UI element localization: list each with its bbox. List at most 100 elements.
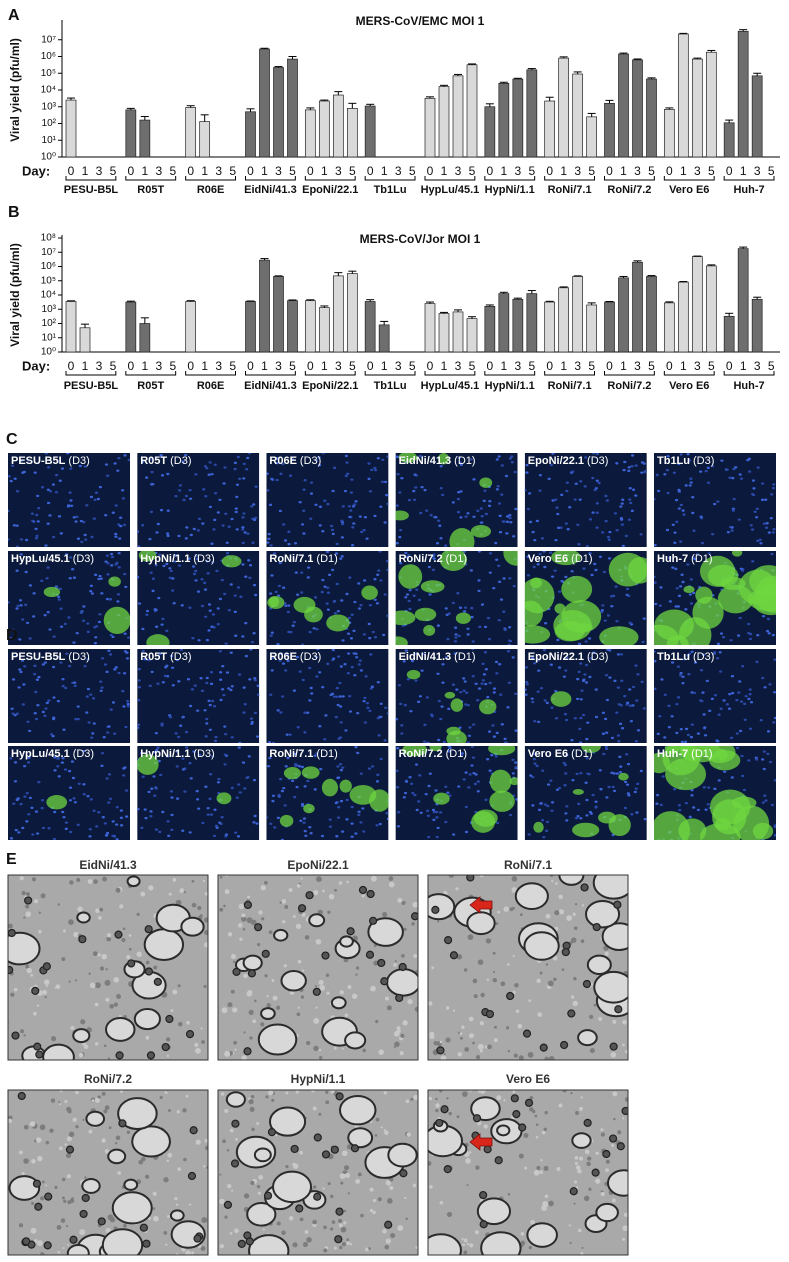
nucleus [340, 555, 344, 558]
nucleus [241, 563, 245, 566]
nucleus [471, 649, 475, 651]
nucleus [28, 796, 32, 800]
nucleus [101, 815, 105, 819]
texture [397, 1225, 404, 1232]
texture [8, 1118, 13, 1123]
nucleus [588, 552, 592, 555]
error-bar [527, 68, 536, 70]
texture [62, 1246, 65, 1250]
nucleus [441, 663, 445, 666]
nucleus [500, 723, 504, 726]
nucleus [326, 502, 330, 506]
day-label: (D3) [193, 748, 214, 760]
texture [103, 1044, 107, 1048]
nucleus [601, 604, 605, 607]
nucleus [574, 816, 579, 820]
error-bar [587, 302, 596, 305]
nucleus [418, 774, 422, 777]
virion [35, 1050, 44, 1059]
micrograph: Vero E6 (D1) [524, 551, 647, 645]
texture [84, 1176, 87, 1179]
nucleus [137, 575, 140, 579]
nucleus [15, 545, 20, 547]
nucleus [766, 730, 771, 733]
em-frame [7, 1089, 209, 1256]
day-label: (D1) [316, 553, 337, 565]
texture [413, 1094, 418, 1101]
infected-cell [581, 746, 601, 753]
nucleus [312, 627, 316, 630]
nucleus [156, 682, 160, 685]
nucleus [225, 541, 229, 544]
nucleus [225, 671, 230, 674]
nucleus [362, 579, 367, 582]
nucleus [415, 808, 419, 812]
day-label: 3 [335, 164, 342, 178]
nucleus [114, 504, 118, 507]
nucleus [31, 833, 35, 836]
nucleus [326, 662, 330, 666]
nucleus [266, 541, 270, 544]
nucleus [104, 514, 108, 517]
day-label: 3 [275, 359, 282, 373]
texture [385, 1238, 391, 1244]
nucleus [639, 769, 643, 773]
nucleus [579, 716, 583, 720]
nucleus [513, 470, 517, 474]
nucleus [673, 531, 677, 534]
nucleus [511, 758, 515, 762]
vesicle [107, 1148, 127, 1165]
texture [344, 1172, 351, 1178]
micrograph-label: Huh-7 (D1) [657, 748, 713, 760]
bar [452, 311, 464, 353]
texture [428, 1096, 433, 1101]
nucleus [107, 801, 111, 804]
nucleus [233, 461, 237, 465]
day-label: 0 [307, 164, 314, 178]
nucleus [619, 765, 623, 768]
micrograph-label: EpoNi/22.1 (D3) [528, 455, 609, 467]
virion [522, 1029, 532, 1038]
nucleus [315, 752, 319, 755]
nucleus [98, 485, 102, 489]
nucleus [283, 804, 287, 807]
nucleus [559, 526, 563, 529]
nucleus [107, 773, 112, 776]
nucleus [303, 785, 307, 788]
texture [226, 1149, 230, 1152]
nucleus [595, 479, 599, 482]
nucleus [304, 834, 308, 837]
nucleus [249, 717, 254, 720]
nucleus [196, 529, 200, 532]
nucleus [184, 453, 188, 457]
texture [38, 911, 42, 914]
nucleus [373, 598, 377, 601]
nucleus [770, 552, 774, 556]
texture [80, 1019, 86, 1025]
infected-cell [533, 821, 544, 833]
nucleus [417, 700, 421, 704]
texture [177, 1167, 182, 1172]
nucleus [589, 656, 593, 660]
micrograph-label: PESU-B5L (D3) [11, 651, 90, 663]
virion [436, 1046, 445, 1055]
nucleus [600, 609, 604, 612]
nucleus [303, 711, 307, 714]
bar [677, 33, 689, 158]
nucleus [563, 712, 568, 716]
category-label: Huh-7 [733, 184, 764, 196]
day-label: 3 [215, 164, 222, 178]
error-bar [186, 105, 195, 108]
nucleus [640, 471, 644, 474]
nucleus [225, 551, 230, 555]
nucleus [102, 736, 106, 739]
texture [87, 879, 93, 884]
nucleus [126, 700, 130, 703]
nucleus [375, 824, 379, 827]
texture [19, 876, 24, 881]
texture [552, 955, 558, 961]
nucleus [747, 622, 751, 626]
nucleus [346, 472, 350, 476]
cell-line-name: R05T [140, 455, 167, 467]
texture [94, 1042, 99, 1046]
